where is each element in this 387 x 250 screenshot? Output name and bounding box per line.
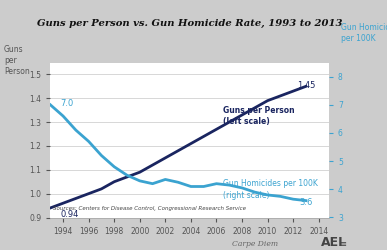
Text: Gun Homicides per 100K
(right scale): Gun Homicides per 100K (right scale) [223, 180, 318, 200]
Text: Sources: Centers for Disease Control, Congressional Research Service: Sources: Centers for Disease Control, Co… [53, 206, 246, 211]
Text: Guns
per
Person: Guns per Person [4, 45, 30, 76]
Text: Carpe Diem: Carpe Diem [232, 240, 278, 248]
Text: ≡: ≡ [339, 239, 347, 249]
Text: AEI: AEI [321, 236, 344, 249]
Text: 7.0: 7.0 [60, 99, 74, 108]
Text: 1.45: 1.45 [297, 81, 315, 90]
Text: Gun Homicides
per 100K: Gun Homicides per 100K [341, 22, 387, 42]
Text: Guns per Person vs. Gun Homicide Rate, 1993 to 2013: Guns per Person vs. Gun Homicide Rate, 1… [37, 19, 342, 28]
Text: 0.94: 0.94 [60, 210, 79, 219]
Text: 3.6: 3.6 [300, 198, 313, 207]
Text: Guns per Person
(left scale): Guns per Person (left scale) [223, 106, 295, 126]
